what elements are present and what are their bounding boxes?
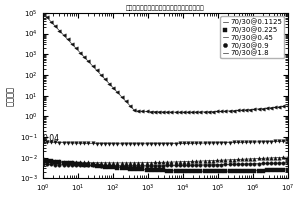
Y-axis label: 介电损耗: 介电损耗 <box>6 86 15 106</box>
Line: 70/30@1.8: 70/30@1.8 <box>41 11 290 114</box>
70/30@0.1125 <box>41 159 45 162</box>
Line: 70/30@0.9: 70/30@0.9 <box>41 139 290 146</box>
70/30@0.45 <box>128 162 132 164</box>
70/30@1.8 <box>82 56 86 58</box>
70/30@0.45 <box>82 161 86 164</box>
70/30@0.1125 <box>120 167 123 169</box>
70/30@1.8 <box>112 87 115 89</box>
70/30@0.45 <box>112 162 115 164</box>
Title: 硅橡胶基多孔介电弹性体复合材料及其制备方法: 硅橡胶基多孔介电弹性体复合材料及其制备方法 <box>126 6 205 11</box>
70/30@0.1125 <box>207 170 211 172</box>
Legend: 70/30@0.1125, 70/30@0.225, 70/30@0.45, 70/30@0.9, 70/30@1.8: 70/30@0.1125, 70/30@0.225, 70/30@0.45, 7… <box>220 16 284 58</box>
70/30@0.45 <box>41 159 45 162</box>
70/30@0.9 <box>82 142 86 144</box>
70/30@0.225 <box>41 163 45 165</box>
70/30@0.1125 <box>103 165 107 168</box>
70/30@1.8 <box>199 111 202 113</box>
70/30@0.9 <box>286 140 290 142</box>
70/30@0.45 <box>103 162 107 164</box>
70/30@0.9 <box>112 143 115 145</box>
70/30@0.225 <box>103 164 107 167</box>
Line: 70/30@0.45: 70/30@0.45 <box>41 155 290 165</box>
70/30@0.9 <box>124 143 128 145</box>
70/30@0.1125 <box>124 167 128 169</box>
70/30@0.1125 <box>286 169 290 171</box>
70/30@0.225 <box>120 164 123 167</box>
70/30@1.8 <box>286 105 290 107</box>
70/30@1.8 <box>124 100 128 102</box>
70/30@0.225 <box>286 162 290 164</box>
70/30@0.45 <box>199 160 202 162</box>
70/30@0.45 <box>120 162 123 164</box>
Line: 70/30@0.1125: 70/30@0.1125 <box>41 159 290 173</box>
70/30@0.45 <box>286 156 290 158</box>
Line: 70/30@0.225: 70/30@0.225 <box>41 161 290 167</box>
70/30@0.9 <box>103 142 107 145</box>
70/30@0.1125 <box>112 166 115 168</box>
Text: 0.04: 0.04 <box>43 134 60 143</box>
70/30@0.225 <box>112 164 115 167</box>
70/30@0.9 <box>199 142 202 144</box>
70/30@0.1125 <box>194 170 198 172</box>
70/30@0.225 <box>128 164 132 167</box>
70/30@0.225 <box>199 164 202 166</box>
70/30@0.9 <box>41 141 45 143</box>
70/30@0.9 <box>120 143 123 145</box>
70/30@0.1125 <box>82 163 86 166</box>
70/30@1.8 <box>182 111 186 113</box>
70/30@1.8 <box>103 78 107 80</box>
70/30@0.225 <box>82 164 86 166</box>
70/30@0.225 <box>124 164 128 167</box>
70/30@1.8 <box>120 96 123 98</box>
70/30@0.9 <box>132 143 136 145</box>
70/30@0.45 <box>124 162 128 164</box>
70/30@1.8 <box>41 12 45 14</box>
